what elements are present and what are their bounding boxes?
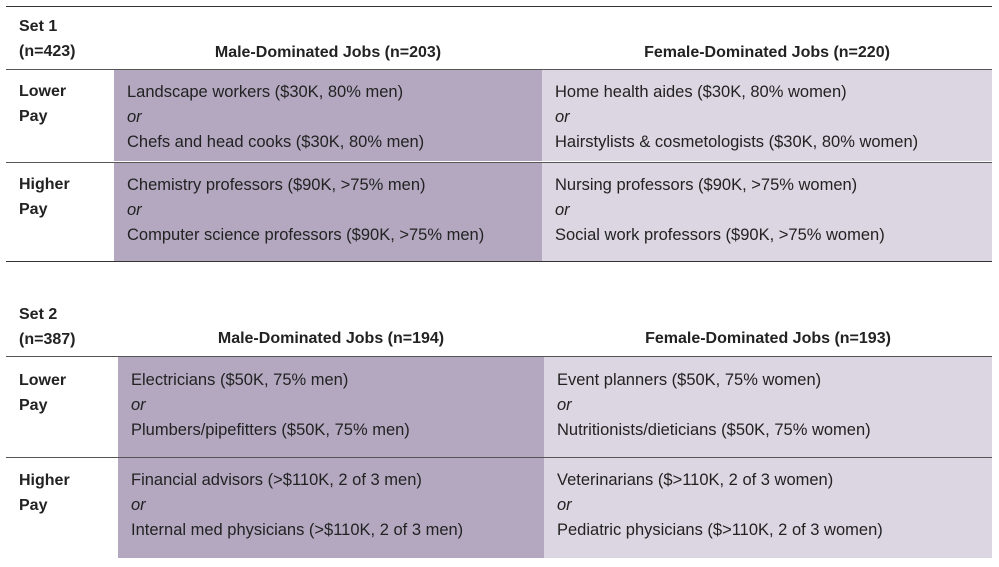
row-label-line2: Pay (19, 108, 48, 125)
male-column-header: Male-Dominated Jobs (n=203) (214, 44, 442, 61)
row-label-lower-pay: Lower Pay (19, 368, 66, 418)
male-lower-pay-cell: Electricians ($50K, 75% men) or Plumbers… (118, 357, 544, 457)
female-column-header: Female-Dominated Jobs (n=193) (645, 330, 891, 347)
job-item: Electricians ($50K, 75% men) (131, 371, 349, 389)
set-n: (n=387) (19, 331, 76, 348)
job-item: Event planners ($50K, 75% women) (557, 371, 822, 389)
table-top-rule (6, 6, 992, 7)
row-label-line2: Pay (19, 201, 48, 218)
row-label-lower-pay: Lower Pay (19, 79, 66, 129)
row-label-higher-pay: Higher Pay (19, 172, 70, 222)
male-higher-pay-cell: Financial advisors (>$110K, 2 of 3 men) … (118, 458, 544, 558)
job-item: Financial advisors (>$110K, 2 of 3 men) (131, 471, 422, 489)
female-lower-pay-cell: Event planners ($50K, 75% women) or Nutr… (544, 357, 992, 457)
header-rule (6, 356, 992, 357)
or-separator: or (555, 201, 570, 219)
female-lower-pay-cell: Home health aides ($30K, 80% women) or H… (542, 70, 992, 161)
female-higher-pay-cell: Nursing professors ($90K, >75% women) or… (542, 163, 992, 261)
set-label: Set 2 (19, 306, 58, 323)
job-item: Internal med physicians (>$110K, 2 of 3 … (131, 521, 464, 539)
job-item: Plumbers/pipefitters ($50K, 75% men) (131, 421, 410, 439)
job-item: Hairstylists & cosmetologists ($30K, 80%… (555, 133, 919, 151)
male-lower-pay-cell: Landscape workers ($30K, 80% men) or Che… (114, 70, 542, 161)
job-item: Chefs and head cooks ($30K, 80% men) (127, 133, 425, 151)
set-n: (n=423) (19, 43, 76, 60)
job-item: Chemistry professors ($90K, >75% men) (127, 176, 426, 194)
set-label: Set 1 (19, 18, 58, 35)
job-item: Home health aides ($30K, 80% women) (555, 83, 847, 101)
job-item: Computer science professors ($90K, >75% … (127, 226, 485, 244)
male-higher-pay-cell: Chemistry professors ($90K, >75% men) or… (114, 163, 542, 261)
female-column-header: Female-Dominated Jobs (n=220) (644, 44, 890, 61)
row-label-line2: Pay (19, 397, 48, 414)
row-label-line1: Higher (19, 176, 70, 193)
or-separator: or (127, 201, 142, 219)
row-label-higher-pay: Higher Pay (19, 468, 70, 518)
job-item: Nutritionists/dieticians ($50K, 75% wome… (557, 421, 871, 439)
row-label-line1: Lower (19, 372, 67, 389)
or-separator: or (555, 108, 570, 126)
row-rule (6, 162, 992, 163)
male-column-header: Male-Dominated Jobs (n=194) (217, 330, 445, 347)
or-separator: or (131, 396, 146, 414)
job-item: Social work professors ($90K, >75% women… (555, 226, 885, 244)
job-item: Landscape workers ($30K, 80% men) (127, 83, 404, 101)
row-rule (6, 457, 992, 458)
table-bottom-rule (6, 261, 992, 262)
header-rule (6, 69, 992, 70)
row-label-line1: Lower (19, 83, 67, 100)
or-separator: or (557, 496, 572, 514)
or-separator: or (131, 496, 146, 514)
job-item: Nursing professors ($90K, >75% women) (555, 176, 858, 194)
job-item: Pediatric physicians ($>110K, 2 of 3 wom… (557, 521, 883, 539)
female-higher-pay-cell: Veterinarians ($>110K, 2 of 3 women) or … (544, 458, 992, 558)
job-item: Veterinarians ($>110K, 2 of 3 women) (557, 471, 834, 489)
or-separator: or (127, 108, 142, 126)
row-label-line2: Pay (19, 497, 48, 514)
row-label-line1: Higher (19, 472, 70, 489)
or-separator: or (557, 396, 572, 414)
